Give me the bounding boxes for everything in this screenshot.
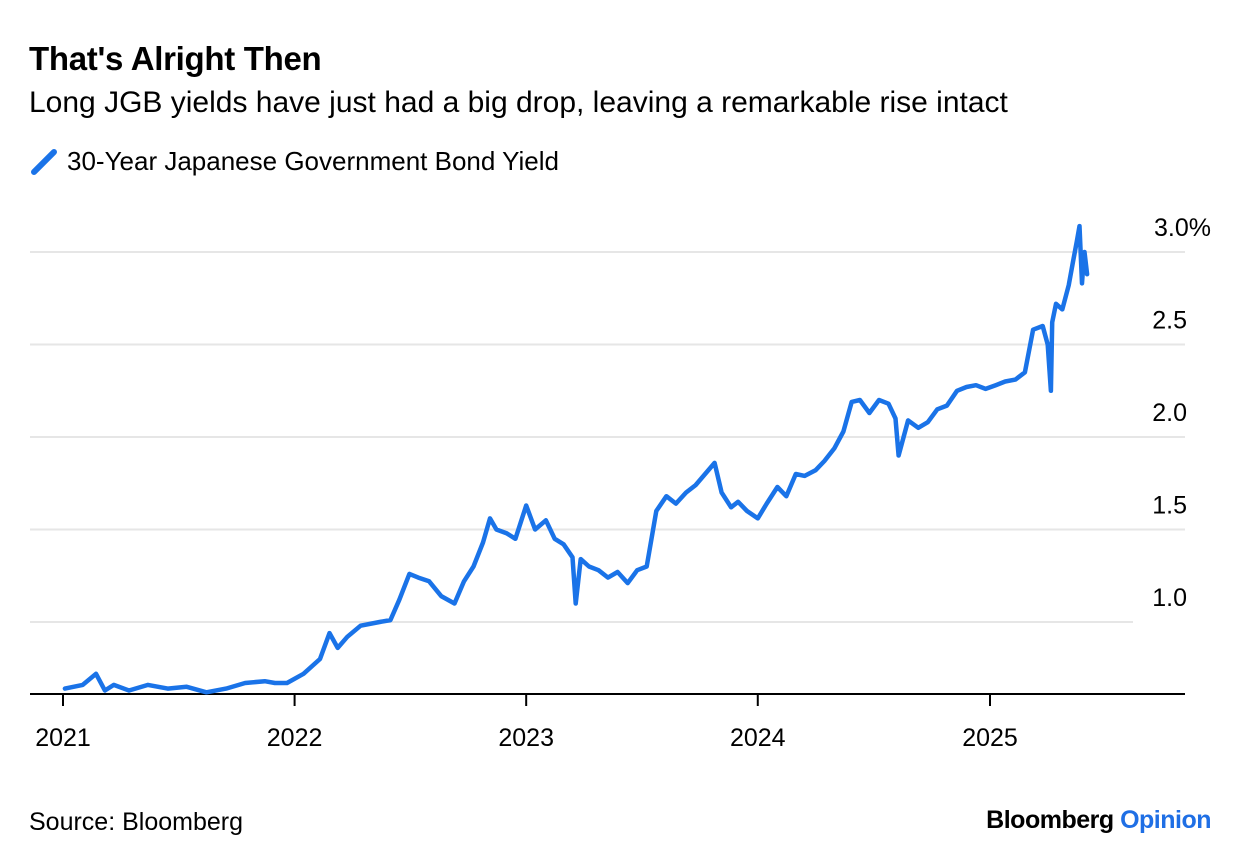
tick-labels: 1.0 1.5 2.0 2.5 3.0% 2021 2022 2023 2024 2025 <box>35 214 1211 752</box>
y-tick-label: 3.0% <box>1154 214 1211 242</box>
legend: 30-Year Japanese Government Bond Yield <box>29 146 559 177</box>
y-tick-label: 2.5 <box>1152 307 1187 335</box>
brand-main: Bloomberg <box>986 806 1114 834</box>
y-tick-label: 2.0 <box>1152 399 1187 427</box>
series-layer <box>62 223 1090 695</box>
brand-logo: Bloomberg Opinion <box>986 806 1211 835</box>
source-note: Source: Bloomberg <box>29 808 244 836</box>
legend-swatch-icon <box>31 148 57 175</box>
chart-title: That's Alright Then <box>29 40 322 77</box>
brand-suffix: Opinion <box>1120 806 1211 834</box>
x-tick-label: 2021 <box>35 724 91 752</box>
x-tick-label: 2024 <box>730 724 786 752</box>
gridlines <box>30 251 1185 623</box>
legend-label: 30-Year Japanese Government Bond Yield <box>67 146 559 176</box>
axes <box>30 693 1185 706</box>
y-tick-label: 1.0 <box>1152 584 1187 612</box>
y-tick-label: 1.5 <box>1152 492 1187 520</box>
x-tick-label: 2025 <box>962 724 1018 752</box>
x-tick-label: 2022 <box>267 724 323 752</box>
x-tick-label: 2023 <box>498 724 554 752</box>
series-line-30y-jgb-yield <box>62 223 1090 695</box>
chart-subtitle: Long JGB yields have just had a big drop… <box>29 86 1008 119</box>
